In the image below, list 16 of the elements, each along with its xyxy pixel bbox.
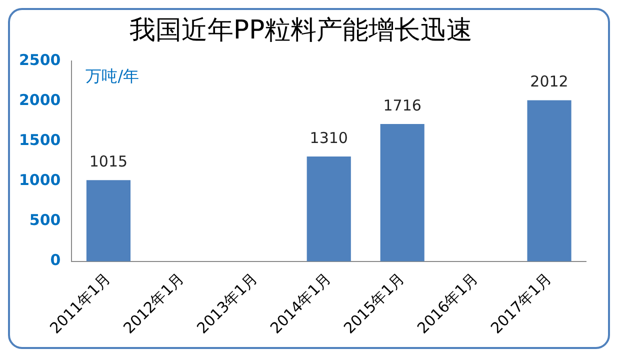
bar — [380, 124, 424, 262]
y-tick-label: 1500 — [19, 131, 61, 150]
data-label: 2012 — [530, 72, 568, 91]
y-tick-label: 2500 — [19, 51, 61, 70]
y-tick-label: 2000 — [19, 91, 61, 110]
chart-title: 我国近年PP粒料产能增长迅速 — [129, 15, 473, 46]
bar — [527, 100, 572, 262]
data-label: 1716 — [383, 96, 422, 114]
y-tick-label: 0 — [50, 251, 61, 270]
bar — [86, 180, 131, 262]
data-label: 1015 — [89, 152, 128, 170]
y-tick-label: 1000 — [19, 171, 61, 190]
y-axis-title: 万吨/年 — [86, 66, 140, 86]
data-label: 1310 — [310, 128, 348, 147]
y-tick-label: 500 — [29, 211, 61, 230]
bar — [306, 156, 351, 262]
